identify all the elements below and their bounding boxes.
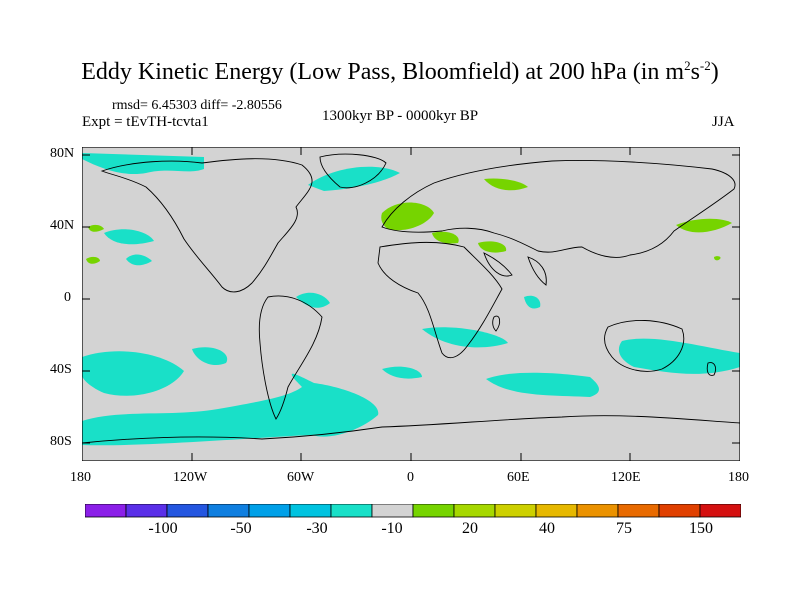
colorbar-box bbox=[85, 504, 127, 518]
x-tick-label: 60E bbox=[507, 470, 530, 485]
colorbar-box bbox=[248, 504, 291, 518]
colorbar-box bbox=[371, 504, 414, 518]
x-tick-label: 180 bbox=[70, 470, 91, 485]
colorbar-box bbox=[617, 504, 660, 518]
experiment-label: Expt = tEvTH-tcvta1 bbox=[82, 114, 209, 130]
colorbar-box bbox=[166, 504, 209, 518]
colorbar-box bbox=[412, 504, 455, 518]
y-tick-label: 80N bbox=[50, 146, 75, 161]
stats-text: rmsd= 6.45303 diff= -2.80556 bbox=[112, 98, 282, 113]
y-tick-label: 40N bbox=[50, 218, 75, 233]
colorbar-box bbox=[576, 504, 619, 518]
chart-title: Eddy Kinetic Energy (Low Pass, Bloomfiel… bbox=[81, 58, 719, 85]
colorbar-box bbox=[494, 504, 537, 518]
colorbar-box bbox=[330, 504, 373, 518]
colorbar-label: 75 bbox=[616, 520, 632, 537]
coastlines bbox=[82, 153, 740, 444]
negative-anomaly-regions bbox=[82, 153, 740, 446]
colorbar-label: -100 bbox=[148, 520, 178, 537]
colorbar-box bbox=[699, 504, 741, 518]
colorbar-label: -50 bbox=[230, 520, 252, 537]
x-tick-label: 60W bbox=[287, 470, 315, 485]
positive-anomaly-regions bbox=[86, 178, 732, 264]
period-label: 1300kyr BP - 0000kyr BP bbox=[322, 108, 479, 124]
colorbar-box bbox=[535, 504, 578, 518]
colorbar-box bbox=[207, 504, 250, 518]
colorbar-box bbox=[125, 504, 168, 518]
season-label: JJA bbox=[712, 114, 735, 130]
y-tick-label: 80S bbox=[50, 434, 72, 449]
colorbar-label: -10 bbox=[381, 520, 403, 537]
colorbar-label: 20 bbox=[462, 520, 478, 537]
colorbar-box bbox=[658, 504, 701, 518]
x-ticks bbox=[191, 147, 631, 461]
x-tick-label: 0 bbox=[407, 470, 414, 485]
map-panel bbox=[82, 147, 740, 461]
map-background bbox=[82, 147, 740, 461]
colorbar-label: 150 bbox=[689, 520, 713, 537]
x-tick-label: 180 bbox=[728, 470, 749, 485]
colorbar-label: 40 bbox=[539, 520, 555, 537]
colorbar-label: -30 bbox=[306, 520, 328, 537]
x-tick-label: 120E bbox=[611, 470, 641, 485]
y-tick-label: 0 bbox=[64, 290, 71, 305]
colorbar-box bbox=[289, 504, 332, 518]
y-ticks bbox=[82, 154, 740, 444]
colorbar bbox=[85, 504, 741, 518]
colorbar-box bbox=[453, 504, 496, 518]
y-tick-label: 40S bbox=[50, 362, 72, 377]
x-tick-label: 120W bbox=[173, 470, 208, 485]
